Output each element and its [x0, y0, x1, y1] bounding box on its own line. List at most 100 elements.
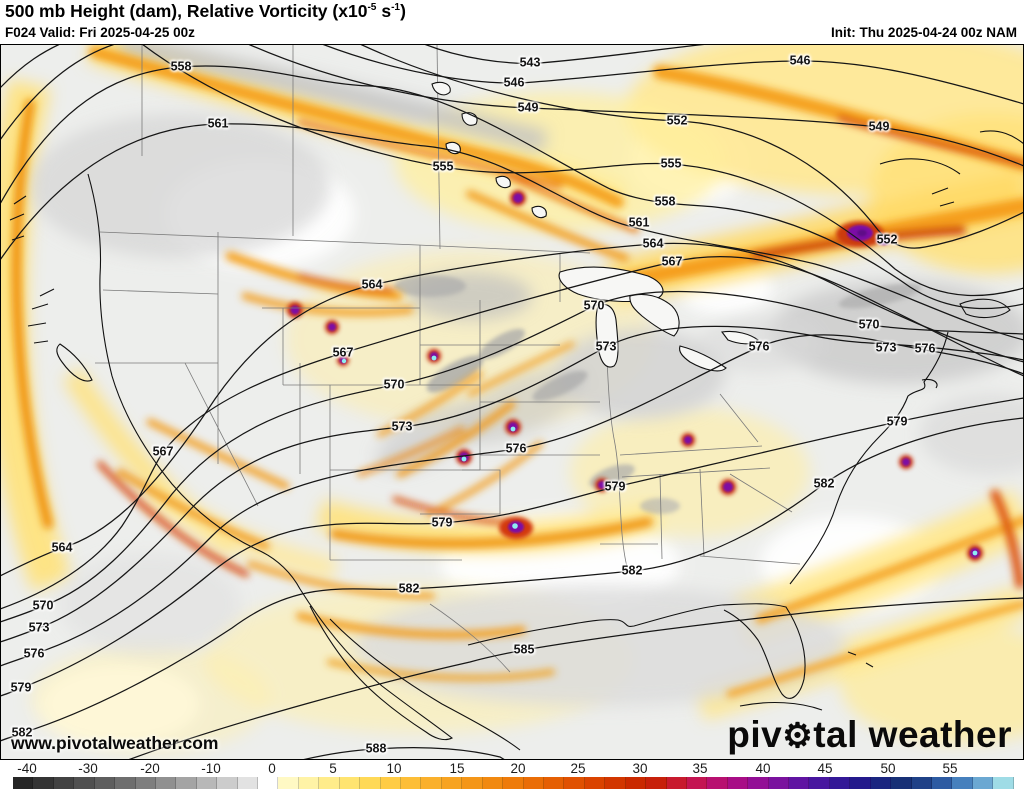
contour-label-567: 567 [661, 254, 683, 269]
contour-label-573: 573 [391, 419, 413, 434]
contour-label-552: 552 [876, 232, 898, 247]
colorbar-cell [686, 777, 708, 789]
contour-label-576: 576 [23, 646, 45, 661]
colorbar-cell [564, 777, 585, 789]
contour-label-573: 573 [28, 620, 50, 635]
contour-label-555: 555 [660, 156, 682, 171]
colorbar-tick: 30 [632, 761, 648, 776]
colorbar-cell [13, 777, 34, 789]
colorbar-cell [605, 777, 626, 789]
contour-label-582: 582 [11, 725, 33, 740]
colorbar-cell [135, 777, 156, 789]
contour-label-546: 546 [503, 75, 525, 90]
vorticity-cyan-cores [341, 355, 978, 556]
contour-label-561: 561 [628, 215, 650, 230]
colorbar-cell [768, 777, 790, 789]
colorbar-tick: 15 [449, 761, 465, 776]
colorbar-cell [727, 777, 749, 789]
colorbar-cell [482, 777, 504, 789]
colorbar-cell [33, 777, 54, 789]
colorbar-cell [421, 777, 442, 789]
contour-label-579: 579 [886, 414, 908, 429]
contour-label-576: 576 [505, 441, 527, 456]
colorbar-cell [931, 777, 953, 789]
colorbar-cell [237, 777, 259, 789]
colorbar-tick: 35 [692, 761, 708, 776]
colorbar-tick: 25 [570, 761, 586, 776]
contour-label-573: 573 [875, 340, 897, 355]
colorbar-cell [523, 777, 544, 789]
title-exponent: -1 [391, 2, 401, 14]
colorbar-tick: 5 [329, 761, 337, 776]
colorbar-cell [115, 777, 136, 789]
contour-label-561: 561 [207, 116, 229, 131]
colorbar-cells [13, 777, 1014, 789]
colorbar-cell [503, 777, 524, 789]
page-title: 500 mb Height (dam), Relative Vorticity … [5, 1, 406, 21]
contour-label-555: 555 [432, 159, 454, 174]
contour-label-573: 573 [595, 339, 617, 354]
contour-label-582: 582 [813, 476, 835, 491]
contour-label-570: 570 [858, 317, 880, 332]
contour-label-558: 558 [170, 59, 192, 74]
contour-label-564: 564 [51, 540, 73, 555]
contour-label-582: 582 [398, 581, 420, 596]
height-contours [0, 44, 1024, 760]
colorbar-cell [891, 777, 912, 789]
colorbar-tick: 45 [817, 761, 833, 776]
contour-label-552: 552 [666, 113, 688, 128]
colorbar-tick: 55 [942, 761, 958, 776]
great-lakes [431, 81, 759, 372]
valid-time-label: F024 Valid: Fri 2025-04-25 00z [5, 25, 195, 40]
colorbar-cell [339, 777, 361, 789]
colorbar-cell [74, 777, 95, 789]
contour-label-543: 543 [519, 55, 541, 70]
header: 500 mb Height (dam), Relative Vorticity … [0, 0, 1024, 44]
colorbar-cell [625, 777, 647, 789]
contour-label-558: 558 [654, 194, 676, 209]
colorbar-cell [850, 777, 871, 789]
map-canvas [0, 44, 1024, 760]
colorbar-cell [789, 777, 810, 789]
contour-label-549: 549 [517, 100, 539, 115]
contour-label-579: 579 [431, 515, 453, 530]
init-time-label: Init: Thu 2025-04-24 00z NAM [830, 25, 1017, 40]
colorbar-cell [666, 777, 687, 789]
colorbar-cell [360, 777, 381, 789]
watermark-url: www.pivotalweather.com [11, 733, 219, 753]
colorbar-cell [543, 777, 565, 789]
colorbar: -40 -30 -20 -10 0 5 10 15 20 25 30 35 40 45 50 55 [0, 760, 1024, 791]
contour-label-567: 567 [332, 345, 354, 360]
weather-map: 543 546 546 549 549 552 552 555 555 558 558 561 561 5… [0, 44, 1024, 760]
contour-label-582: 582 [621, 563, 643, 578]
contour-label-564: 564 [642, 236, 664, 251]
colorbar-cell [53, 777, 75, 789]
colorbar-tick: 40 [755, 761, 771, 776]
colorbar-cell [952, 777, 973, 789]
vorticity-gray-wash [30, 44, 1024, 706]
colorbar-cell [298, 777, 320, 789]
colorbar-tick: -40 [17, 761, 37, 776]
colorbar-ticks: -40 -30 -20 -10 0 5 10 15 20 25 30 35 40 45 50 55 [0, 760, 1024, 776]
contour-label-576: 576 [748, 339, 770, 354]
colorbar-cell [155, 777, 177, 789]
contour-label-570: 570 [383, 377, 405, 392]
colorbar-cell [993, 777, 1014, 789]
colorbar-cell [646, 777, 667, 789]
pivotal-weather-logo: piv⚙tal weather [727, 714, 1012, 755]
colorbar-tick: 10 [386, 761, 402, 776]
contour-label-585: 585 [513, 642, 535, 657]
contour-label-570: 570 [32, 598, 54, 613]
colorbar-cell [176, 777, 197, 789]
colorbar-cell [829, 777, 851, 789]
colorbar-cell [258, 777, 279, 789]
colorbar-tick: 0 [268, 761, 276, 776]
colorbar-tick: 20 [510, 761, 526, 776]
gear-icon: ⚙ [782, 717, 814, 755]
colorbar-cell [707, 777, 728, 789]
contour-label-549: 549 [868, 119, 890, 134]
colorbar-cell [809, 777, 830, 789]
colorbar-cell [870, 777, 892, 789]
colorbar-tick: 50 [880, 761, 896, 776]
